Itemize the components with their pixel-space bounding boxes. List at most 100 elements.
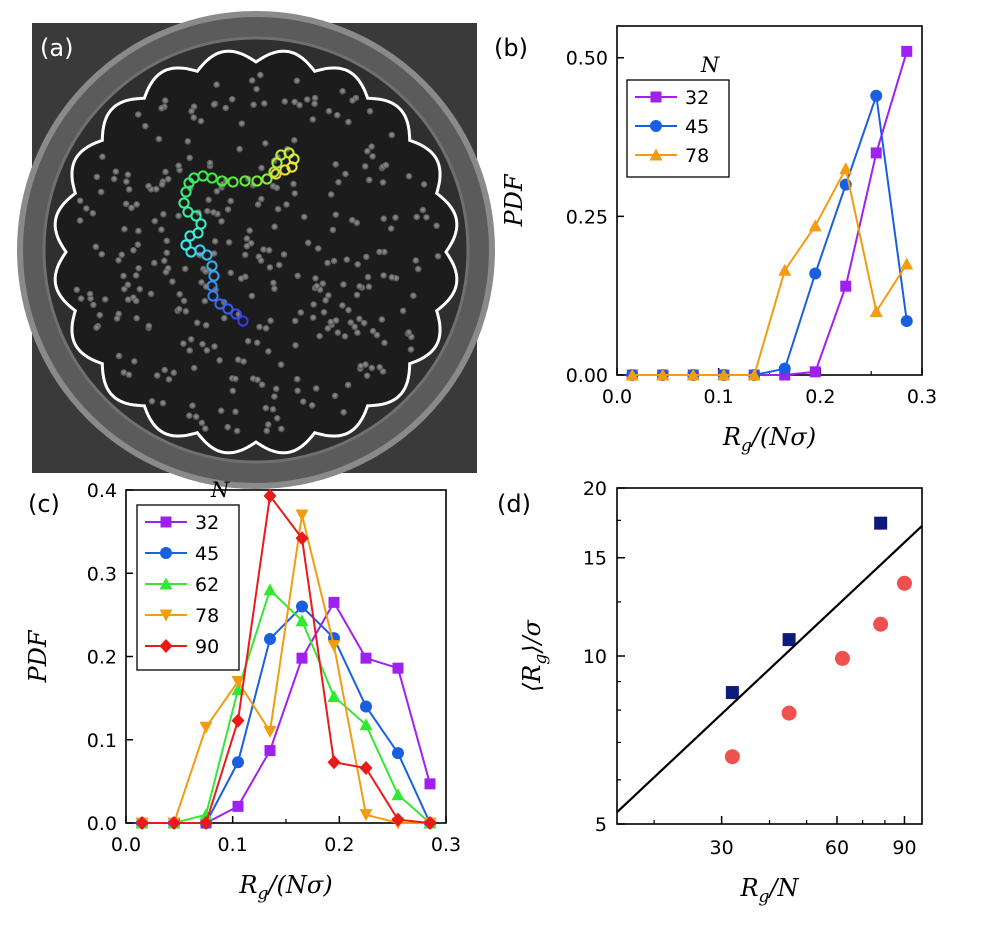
bead (202, 425, 209, 433)
legend-marker-45 (160, 547, 172, 559)
bead (330, 257, 338, 265)
data-point-78 (295, 509, 309, 522)
y-tick-label: 10 (583, 646, 607, 668)
bead (320, 309, 328, 316)
data-point-32 (901, 45, 913, 57)
bead (224, 206, 232, 213)
chain-bead (270, 168, 282, 180)
bead (145, 182, 152, 190)
bead (413, 213, 421, 221)
bead (414, 265, 422, 273)
series-line-90 (142, 493, 431, 824)
bead (312, 385, 320, 392)
bead (233, 427, 241, 435)
bead (153, 372, 161, 379)
data-point-32 (424, 778, 436, 790)
bead (387, 225, 395, 232)
bead (291, 190, 299, 197)
bead (101, 296, 109, 303)
bead (86, 290, 94, 298)
bead (273, 184, 281, 192)
legend-entry-45: 45 (685, 116, 709, 138)
bead (197, 117, 205, 125)
panel-d-chart: 30 60 90 5 10 15 20 Rg/N ⟨Rg⟩/σ (d) (497, 478, 923, 907)
bead (136, 285, 144, 293)
bead (272, 385, 280, 393)
bead (165, 376, 173, 383)
bead (198, 419, 206, 427)
colored-chain (178, 147, 300, 327)
bead (249, 182, 257, 189)
bead (405, 173, 413, 180)
bead (356, 283, 363, 290)
bead (151, 259, 158, 267)
bead (232, 375, 239, 383)
y-tick-label: 0.3 (87, 563, 117, 585)
data-point-45 (264, 633, 276, 646)
bead (412, 257, 420, 264)
data-point-62 (199, 808, 213, 821)
bead (216, 357, 223, 364)
bead (83, 205, 90, 212)
bead (319, 280, 327, 288)
bead (388, 274, 396, 281)
bead (360, 319, 368, 327)
legend-title: N (210, 478, 230, 502)
bead (311, 100, 318, 108)
bead (253, 85, 260, 93)
bead (152, 185, 160, 193)
bead (180, 297, 188, 305)
bead (121, 225, 128, 233)
bead (198, 279, 205, 286)
data-point-circle (873, 616, 889, 632)
legend-marker-45 (650, 120, 662, 132)
bead (124, 281, 132, 289)
bead (290, 180, 297, 188)
bead (202, 322, 210, 329)
bead (310, 301, 317, 308)
bead (293, 77, 301, 85)
bead (161, 366, 168, 374)
bead (373, 331, 381, 339)
bead (345, 306, 352, 314)
data-point-78 (808, 219, 822, 232)
bead (186, 412, 193, 420)
bead (312, 275, 319, 282)
series-line-62 (142, 588, 431, 824)
legend-box (136, 504, 240, 671)
bead (407, 346, 415, 353)
y-axis-title: PDF (500, 173, 528, 227)
bead (281, 98, 289, 105)
data-point-78 (625, 368, 639, 381)
bead (381, 248, 388, 256)
bead (227, 197, 234, 205)
bead (76, 217, 84, 224)
bead (332, 317, 340, 324)
bead (250, 101, 257, 109)
bead (258, 381, 266, 389)
bead (188, 108, 195, 115)
bead (376, 364, 384, 371)
x-tick-label: 30 (710, 837, 734, 859)
x-tick-label: 0.2 (324, 834, 354, 856)
bead (236, 145, 243, 153)
panel-a-label: (a) (40, 34, 73, 62)
bead (227, 269, 234, 277)
chain-bead (230, 308, 242, 320)
bead (190, 364, 198, 372)
y-tick-label: 5 (595, 814, 607, 836)
data-point-90 (295, 531, 309, 546)
data-point-78 (839, 162, 853, 175)
bead (351, 323, 359, 331)
bead (93, 324, 100, 332)
y-tick-label: 0.50 (566, 48, 608, 70)
bead (379, 179, 387, 186)
bead (122, 200, 130, 208)
bead (311, 94, 319, 102)
legend-marker-32 (650, 91, 662, 103)
bead (241, 251, 249, 259)
panel-c-chart: 0.0 0.1 0.2 0.3 0.0 0.1 0.2 0.3 0.4 N 32 45 62 78 90 Rg… (24, 478, 461, 904)
x-axis-title: Rg/(Nσ) (722, 423, 816, 456)
legend-box (626, 79, 730, 178)
bead (334, 329, 342, 337)
